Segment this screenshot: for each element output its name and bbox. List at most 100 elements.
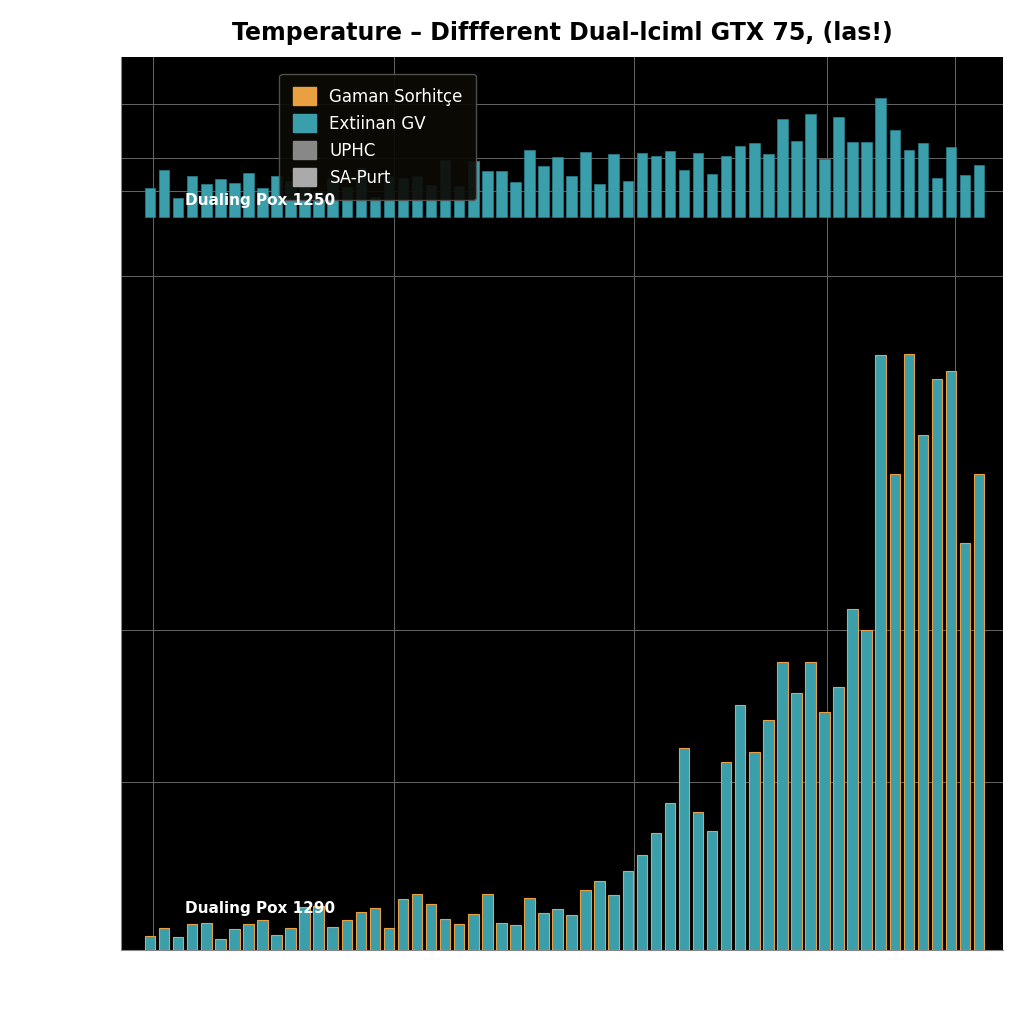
- Bar: [257, 187, 267, 217]
- Bar: [777, 119, 787, 217]
- Bar: [595, 882, 605, 950]
- Bar: [187, 176, 198, 217]
- Bar: [524, 151, 535, 217]
- Bar: [454, 924, 465, 950]
- Bar: [454, 186, 465, 217]
- Bar: [959, 175, 971, 217]
- Bar: [890, 130, 900, 217]
- Bar: [637, 154, 647, 217]
- Bar: [707, 831, 718, 950]
- Y-axis label: N&1 Raеoтim Prieeee): N&1 Raеoтim Prieeee): [20, 408, 36, 599]
- Bar: [355, 168, 367, 217]
- Bar: [510, 181, 520, 217]
- Bar: [286, 928, 296, 950]
- Bar: [524, 898, 535, 950]
- Bar: [159, 170, 169, 217]
- Bar: [792, 140, 802, 217]
- Bar: [229, 930, 240, 950]
- Bar: [693, 153, 703, 217]
- Bar: [679, 749, 689, 950]
- Bar: [482, 171, 493, 217]
- Bar: [819, 160, 829, 217]
- Bar: [440, 919, 451, 950]
- Bar: [735, 705, 745, 950]
- Bar: [370, 907, 380, 950]
- Bar: [215, 939, 225, 950]
- Bar: [229, 183, 240, 217]
- Bar: [707, 174, 718, 217]
- Title: Temperature – Diffferent Dual-lciml GTX 75, (las!): Temperature – Diffferent Dual-lciml GTX …: [231, 20, 893, 45]
- Bar: [735, 146, 745, 217]
- Bar: [974, 165, 984, 217]
- Bar: [861, 142, 872, 217]
- Bar: [412, 894, 422, 950]
- Bar: [201, 923, 212, 950]
- Legend: Gaman Sorhitçe, Extiinan GV, UPHC, SA-Purt: Gaman Sorhitçe, Extiinan GV, UPHC, SA-Pu…: [280, 74, 476, 200]
- Bar: [566, 915, 577, 950]
- Bar: [341, 920, 352, 950]
- Bar: [595, 184, 605, 217]
- Bar: [805, 662, 816, 950]
- Bar: [608, 895, 620, 950]
- Bar: [496, 924, 507, 950]
- Bar: [890, 474, 900, 950]
- Bar: [792, 693, 802, 950]
- Bar: [173, 937, 183, 950]
- Bar: [946, 146, 956, 217]
- X-axis label: Dviided (lost): Dviided (lost): [487, 984, 637, 1004]
- Bar: [903, 353, 914, 950]
- Bar: [665, 152, 675, 217]
- Bar: [426, 185, 436, 217]
- Bar: [608, 154, 620, 217]
- Bar: [932, 379, 942, 950]
- Bar: [749, 142, 760, 217]
- Bar: [721, 762, 731, 950]
- Bar: [243, 924, 254, 950]
- Bar: [159, 929, 169, 950]
- Bar: [144, 188, 156, 217]
- Bar: [777, 663, 787, 950]
- Bar: [946, 371, 956, 950]
- Bar: [215, 179, 225, 217]
- Bar: [763, 154, 773, 217]
- Bar: [313, 906, 324, 950]
- Bar: [384, 928, 394, 950]
- Bar: [440, 161, 451, 217]
- Bar: [581, 153, 591, 217]
- Bar: [665, 804, 675, 950]
- Bar: [974, 474, 984, 950]
- Bar: [805, 114, 816, 217]
- Bar: [496, 171, 507, 217]
- Bar: [819, 712, 829, 950]
- Bar: [959, 543, 971, 950]
- Bar: [299, 906, 310, 950]
- Bar: [468, 161, 478, 217]
- Bar: [243, 173, 254, 217]
- Bar: [918, 435, 928, 950]
- Bar: [328, 928, 338, 950]
- Bar: [299, 175, 310, 217]
- Bar: [271, 176, 282, 217]
- Bar: [397, 178, 409, 217]
- Bar: [918, 142, 928, 217]
- Bar: [328, 178, 338, 217]
- Bar: [763, 721, 773, 950]
- Bar: [539, 166, 549, 217]
- Text: Dualing Pox 1290: Dualing Pox 1290: [185, 901, 336, 916]
- Bar: [468, 914, 478, 950]
- Bar: [650, 833, 662, 950]
- Bar: [834, 117, 844, 217]
- Bar: [552, 909, 563, 950]
- Bar: [650, 156, 662, 217]
- Bar: [552, 157, 563, 217]
- Bar: [412, 176, 422, 217]
- Bar: [679, 170, 689, 217]
- Bar: [848, 609, 858, 950]
- Bar: [749, 752, 760, 950]
- Bar: [510, 925, 520, 950]
- Bar: [903, 150, 914, 217]
- Bar: [201, 184, 212, 217]
- Bar: [384, 176, 394, 217]
- Bar: [581, 890, 591, 950]
- Bar: [721, 156, 731, 217]
